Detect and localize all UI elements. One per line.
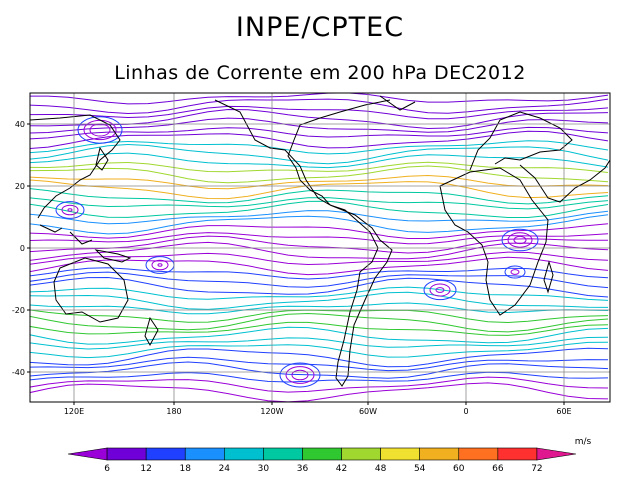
- streamline: [30, 276, 609, 298]
- streamline: [30, 126, 609, 140]
- colorbar-tick-label: 66: [492, 464, 504, 474]
- circulation-cell: [429, 283, 451, 297]
- streamline: [30, 336, 609, 350]
- circulation-cell: [151, 259, 169, 271]
- streamline: [30, 312, 609, 333]
- colorbar-swatch: [263, 447, 303, 461]
- colorbar-tick-label: 48: [375, 464, 387, 474]
- colorbar-tick-label: 36: [297, 464, 309, 474]
- colorbar-swatch: [497, 447, 538, 461]
- streamline: [30, 93, 609, 105]
- streamline: [30, 210, 609, 225]
- streamlines: [30, 93, 609, 402]
- colorbar-tick-label: 72: [531, 464, 542, 474]
- circulation-cell: [279, 362, 321, 388]
- streamline: [30, 256, 609, 276]
- streamline: [30, 197, 609, 210]
- streamline: [30, 302, 609, 315]
- streamline: [30, 130, 609, 150]
- circulation-cell: [423, 279, 457, 301]
- lon-label: 180: [166, 407, 181, 416]
- colorbar: 6 12 18 24 30 36 42 48 54 60 66 72: [67, 447, 577, 474]
- circulation-cell: [61, 204, 79, 216]
- lon-label: 0: [463, 407, 468, 416]
- colorbar-tick-label: 54: [414, 464, 426, 474]
- circulation-cell: [510, 269, 520, 275]
- streamline: [30, 174, 609, 190]
- circulation-cell: [285, 366, 315, 384]
- circulation-cell: [157, 263, 163, 267]
- graticule: [30, 93, 610, 402]
- streamline: [30, 161, 609, 173]
- colorbar-swatch: [302, 447, 342, 461]
- streamline: [30, 291, 609, 310]
- colorbar-swatch: [419, 447, 460, 461]
- streamline: [30, 371, 609, 383]
- colorbar-unit: m/s: [575, 437, 592, 447]
- circulation-cell: [83, 119, 117, 141]
- colorbar-swatch: [67, 447, 108, 461]
- streamline: [30, 251, 609, 266]
- streamline: [30, 214, 609, 235]
- circulation-cell: [55, 201, 85, 219]
- circulation-cell: [507, 232, 533, 248]
- map-subtitle: Linhas de Corrente em 200 hPa DEC2012: [114, 62, 526, 84]
- colorbar-swatch: [341, 447, 381, 461]
- streamline: [30, 200, 609, 218]
- streamline: [30, 105, 609, 120]
- streamline: [30, 232, 609, 245]
- circulation-cell: [435, 287, 445, 293]
- lon-label: 60E: [556, 407, 571, 416]
- continent-outlines: [30, 95, 610, 387]
- streamline: [30, 321, 609, 336]
- streamline: [30, 382, 609, 402]
- colorbar-swatch: [458, 447, 499, 461]
- streamline: [30, 98, 609, 115]
- streamline: [30, 223, 609, 239]
- circulation-cell: [501, 228, 539, 252]
- lat-label: 20: [15, 182, 25, 191]
- colorbar-tick-label: 24: [219, 464, 231, 474]
- circulation-cell: [513, 235, 527, 245]
- colorbar-tick-label: 42: [336, 464, 347, 474]
- axis-ticks: [27, 123, 565, 405]
- streamline: [30, 165, 609, 184]
- lat-label: 40: [15, 120, 25, 129]
- streamline: [30, 117, 609, 134]
- streamline: [30, 271, 609, 289]
- colorbar-tick-label: 12: [140, 464, 151, 474]
- streamline: [30, 286, 609, 301]
- lat-label: -20: [12, 306, 25, 315]
- circulation-cell: [291, 369, 309, 381]
- colorbar-tick-label: 30: [258, 464, 270, 474]
- colorbar-swatch: [380, 447, 420, 461]
- streamline: [30, 143, 609, 165]
- colorbar-swatch: [224, 447, 264, 461]
- colorbar-tick-label: 6: [104, 464, 110, 474]
- circulation-cell: [77, 116, 123, 144]
- lat-label: -40: [12, 368, 25, 377]
- lat-label: 0: [20, 244, 25, 253]
- colorbar-tick-label: 60: [453, 464, 465, 474]
- streamline: [30, 188, 609, 205]
- lon-label: 120W: [260, 407, 283, 416]
- streamline: [30, 341, 609, 359]
- lon-label: 120E: [64, 407, 84, 416]
- circulation-cell: [504, 265, 526, 279]
- circulation-cell: [67, 208, 73, 212]
- colorbar-swatch: [184, 447, 225, 461]
- page-title: INPE/CPTEC: [235, 12, 405, 43]
- streamline: [30, 326, 609, 345]
- streamline: [30, 356, 609, 372]
- colorbar-swatch: [536, 447, 577, 461]
- streamline: [30, 347, 609, 368]
- streamline: [30, 376, 609, 393]
- colorbar-swatch: [106, 447, 147, 461]
- colorbar-swatch: [145, 447, 186, 461]
- lon-label: 60W: [359, 407, 377, 416]
- colorbar-tick-label: 18: [180, 464, 192, 474]
- circulation-cell: [89, 123, 111, 137]
